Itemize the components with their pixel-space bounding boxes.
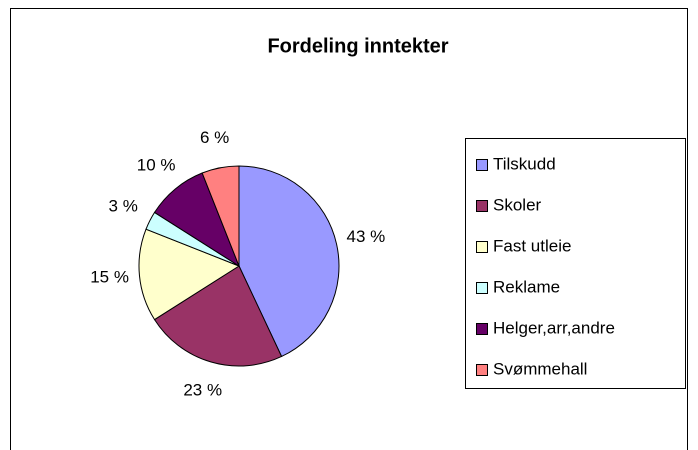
legend-swatch [476,241,488,253]
chart-frame [10,8,688,450]
pie-slice [238,165,340,358]
pie-slice [153,265,283,367]
pie-slice [201,165,240,267]
chart-title: Fordeling inntekter [267,35,448,57]
legend-swatch [476,282,488,294]
data-label: 3 % [109,196,138,215]
legend-label: Reklame [493,277,560,296]
legend-swatch [476,159,488,171]
legend-box [465,138,686,389]
data-label: 15 % [90,268,129,287]
legend-swatch [476,364,488,376]
legend-label: Skoler [493,195,542,214]
data-label: 23 % [183,380,222,399]
legend-label: Fast utleie [493,236,571,255]
data-label: 43 % [346,227,385,246]
data-label: 10 % [137,155,176,174]
data-label: 6 % [200,128,229,147]
legend-swatch [476,323,488,335]
legend-label: Svømmehall [493,359,587,378]
legend-label: Tilskudd [493,154,556,173]
pie-slice [138,228,241,321]
legend-swatch [476,200,488,212]
legend-label: Helger,arr,andre [493,318,615,337]
